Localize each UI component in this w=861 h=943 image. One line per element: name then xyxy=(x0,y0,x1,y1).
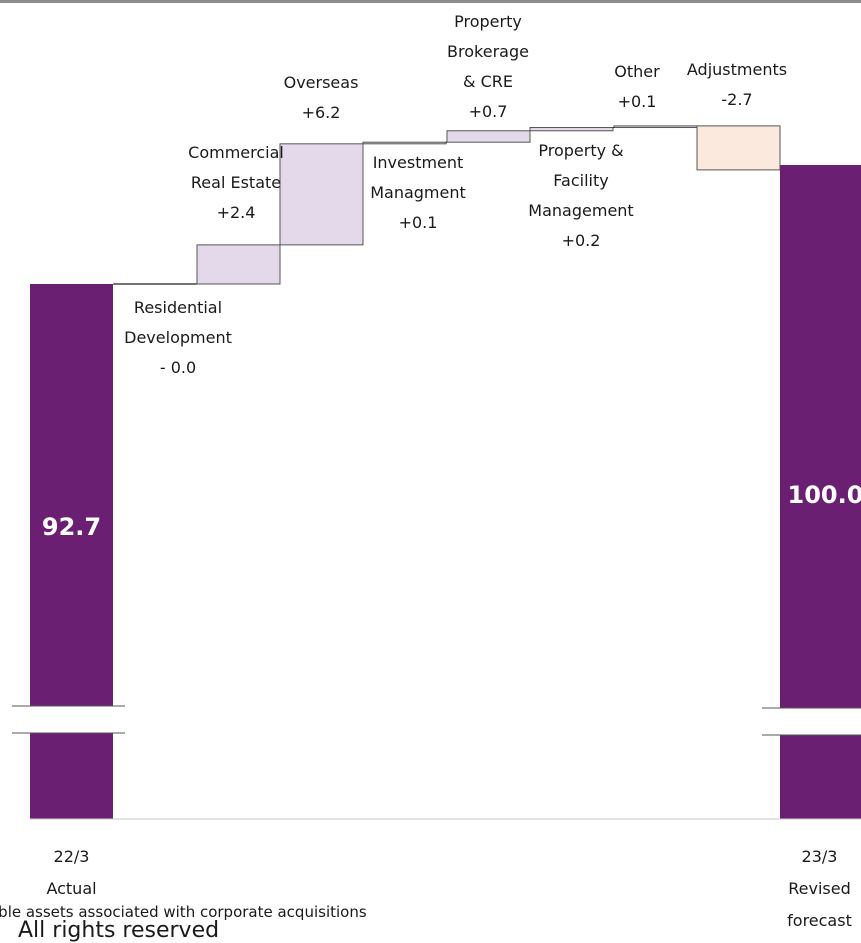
step-delta-4: +0.1 xyxy=(399,213,438,232)
step-delta-1: - 0.0 xyxy=(160,358,196,377)
bar-start-total xyxy=(30,284,113,819)
step-delta-7-line: +0.1 xyxy=(618,92,657,111)
step-label-6-line: Property & xyxy=(538,141,623,160)
step-label-2: Commercial Real Estate xyxy=(188,143,284,192)
bar-step-5 xyxy=(446,130,531,143)
step-delta-3-line: +6.2 xyxy=(302,103,341,122)
step-label-5-line: & CRE xyxy=(463,72,513,91)
category-label-start-line: 22/3 xyxy=(54,847,90,866)
step-label-6-line: Management xyxy=(528,201,633,220)
bar-step-7 xyxy=(613,125,698,129)
category-label-end-line: Revised xyxy=(788,879,851,898)
step-delta-5-line: +0.7 xyxy=(469,102,508,121)
step-label-5-line: Brokerage xyxy=(447,42,529,61)
step-delta-2-line: +2.4 xyxy=(217,203,256,222)
value-label-end: 100.0 xyxy=(788,481,861,509)
step-delta-7: +0.1 xyxy=(618,92,657,111)
bar-step-6 xyxy=(529,127,614,132)
category-label-start-line: Actual xyxy=(46,879,96,898)
value-label-end-line: 100.0 xyxy=(788,481,861,509)
step-label-5-line: Property xyxy=(454,12,522,31)
category-label-end-line: 23/3 xyxy=(802,847,838,866)
step-label-6-line: Facility xyxy=(553,171,608,190)
footnote: ible assets associated with corporate ac… xyxy=(0,903,367,921)
step-label-2-line: Real Estate xyxy=(191,173,281,192)
step-label-1-line: Residential xyxy=(134,298,222,317)
step-label-8-line: Adjustments xyxy=(687,60,787,79)
bar-step-8 xyxy=(696,125,781,171)
step-delta-8-line: -2.7 xyxy=(721,90,752,109)
step-delta-3: +6.2 xyxy=(302,103,341,122)
category-label-end: 23/3 Revised forecast xyxy=(787,847,852,929)
step-delta-4-line: +0.1 xyxy=(399,213,438,232)
step-delta-2: +2.4 xyxy=(217,203,256,222)
step-label-7: Other xyxy=(614,62,660,81)
step-label-1-line: Development xyxy=(124,328,232,347)
step-label-4: Investment Managment xyxy=(370,153,466,202)
value-label-start-line: 92.7 xyxy=(42,513,101,541)
value-label-start: 92.7 xyxy=(42,513,101,541)
step-delta-6-line: +0.2 xyxy=(562,231,601,250)
step-delta-5: +0.7 xyxy=(469,102,508,121)
category-label-end-line: forecast xyxy=(787,911,852,929)
step-label-3-line: Overseas xyxy=(284,73,359,92)
step-label-2-line: Commercial xyxy=(188,143,284,162)
step-label-4-line: Managment xyxy=(370,183,466,202)
step-label-5: Property Brokerage & CRE xyxy=(447,12,529,91)
category-label-start: 22/3 Actual xyxy=(46,847,96,898)
step-label-6: Property & Facility Management xyxy=(528,141,633,220)
step-label-3: Overseas xyxy=(284,73,359,92)
step-label-7-line: Other xyxy=(614,62,660,81)
step-delta-8: -2.7 xyxy=(721,90,752,109)
step-delta-1-line: - 0.0 xyxy=(160,358,196,377)
step-label-1: Residential Development xyxy=(124,298,232,347)
footer-text: All rights reserved xyxy=(18,918,220,943)
axis-break-1 xyxy=(12,706,131,733)
step-delta-6: +0.2 xyxy=(562,231,601,250)
top-rule xyxy=(0,0,861,3)
bar-step-2 xyxy=(196,244,281,285)
bar-step-3 xyxy=(279,143,364,246)
bar-step-4 xyxy=(362,141,447,145)
step-label-8: Adjustments xyxy=(687,60,787,79)
step-label-4-line: Investment xyxy=(373,153,464,172)
axis-break-2 xyxy=(762,708,861,735)
